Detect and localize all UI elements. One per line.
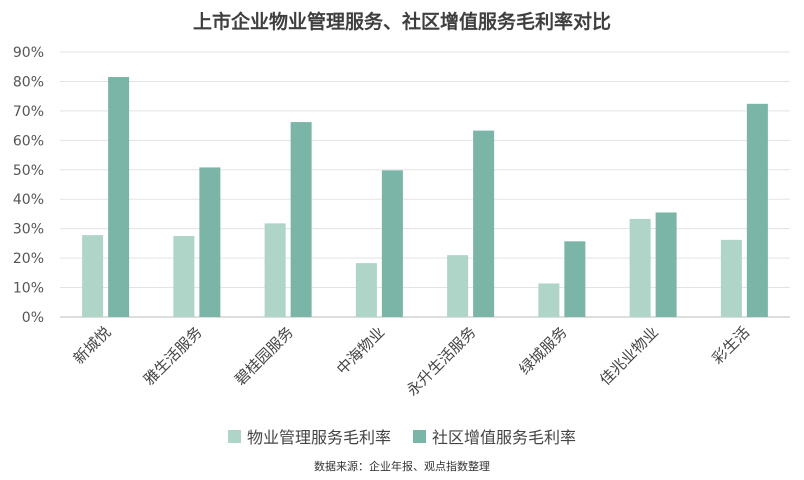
legend: 物业管理服务毛利率 社区增值服务毛利率 [0, 424, 804, 448]
y-tick-label: 0% [22, 310, 44, 326]
legend-label-management: 物业管理服务毛利率 [246, 428, 391, 447]
bar-value-added [746, 103, 768, 317]
bar-management [720, 239, 742, 317]
legend-swatch-value-added [413, 429, 426, 443]
bar-value-added [381, 170, 403, 317]
legend-item-value-added: 社区增值服务毛利率 [413, 424, 576, 448]
y-tick-label: 60% [13, 133, 44, 149]
bar-value-added [655, 212, 677, 317]
x-tick-label: 雅生活服务 [140, 323, 206, 389]
bar-value-added [564, 241, 586, 317]
x-tick-label: 绿城服务 [516, 323, 571, 378]
bar-management [82, 235, 104, 317]
y-tick-label: 80% [13, 74, 44, 90]
x-tick-label: 新城悦 [70, 323, 115, 368]
bar-value-added [290, 122, 312, 317]
bar-management [173, 236, 195, 317]
y-tick-label: 70% [13, 104, 44, 120]
y-tick-label: 10% [13, 281, 44, 297]
legend-swatch-management [227, 429, 241, 443]
y-tick-label: 20% [13, 251, 44, 267]
x-tick-label: 佳兆业物业 [596, 323, 662, 389]
bar-management [629, 218, 651, 317]
bar-chart: 0% 10% 20% 30% 40% 50% 60% 70% 80% 90% 新城悦 雅生活服务 碧桂园… [13, 45, 790, 399]
bar-value-added [473, 130, 495, 317]
y-tick-label: 40% [13, 192, 44, 208]
y-tick-label: 50% [13, 163, 44, 179]
x-tick-label: 彩生活 [709, 323, 754, 368]
data-source-note: 数据来源：企业年报、观点指数整理 [314, 460, 490, 473]
x-tick-label: 永升生活服务 [403, 323, 479, 399]
x-tick-label: 中海物业 [333, 323, 388, 378]
bar-management [355, 263, 377, 317]
x-tick-label: 碧桂园服务 [231, 323, 297, 389]
chart-title: 上市企业物业管理服务、社区增值服务毛利率对比 [192, 11, 611, 33]
y-tick-label: 30% [13, 222, 44, 238]
bar-management [447, 255, 469, 317]
y-tick-label: 90% [13, 45, 44, 61]
bar-value-added [108, 77, 130, 318]
bar-value-added [199, 167, 221, 317]
bar-management [538, 283, 560, 317]
legend-item-management: 物业管理服务毛利率 [227, 424, 391, 448]
legend-label-value-added: 社区增值服务毛利率 [432, 428, 577, 447]
bar-management [264, 223, 286, 317]
